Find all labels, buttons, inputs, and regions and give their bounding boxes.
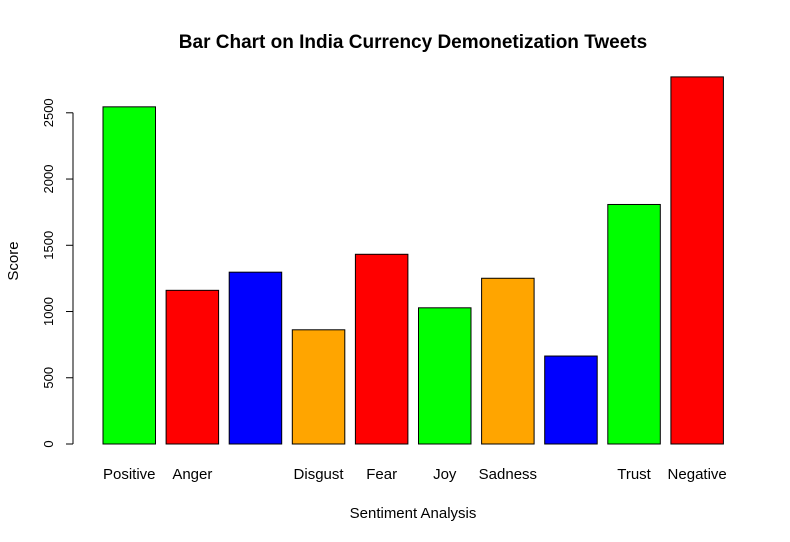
y-tick-label: 1500 bbox=[41, 231, 56, 260]
x-tick-label: Negative bbox=[668, 466, 727, 483]
bar-joy bbox=[418, 307, 472, 445]
chart-title: Bar Chart on India Currency Demonetizati… bbox=[179, 32, 647, 53]
bars bbox=[102, 76, 724, 445]
x-axis-labels: Positive Anger Disgust Fear Joy Sadness Trust N… bbox=[103, 466, 727, 483]
y-tick-label: 2500 bbox=[41, 98, 56, 127]
y-axis-title: Score bbox=[5, 241, 22, 280]
bar-disgust bbox=[291, 329, 346, 445]
y-tick-label: 2000 bbox=[41, 165, 56, 194]
y-axis: 0 500 1000 1500 2000 2500 bbox=[41, 98, 74, 448]
y-tick-label: 1000 bbox=[41, 297, 56, 326]
x-tick-label: Anger bbox=[172, 466, 212, 483]
x-tick-label: Sadness bbox=[479, 466, 537, 483]
bar-fear bbox=[354, 253, 409, 445]
bar-anger bbox=[165, 289, 220, 445]
bar-negative bbox=[670, 76, 724, 445]
x-tick-label: Fear bbox=[366, 466, 397, 483]
y-tick-label: 0 bbox=[41, 440, 56, 447]
bar-unlabeled-7 bbox=[544, 355, 598, 445]
x-tick-label: Joy bbox=[433, 466, 457, 483]
y-tick-label: 500 bbox=[41, 367, 56, 389]
x-tick-label: Trust bbox=[617, 466, 651, 483]
bar-trust bbox=[607, 203, 661, 445]
x-tick-label: Positive bbox=[103, 466, 156, 483]
bar-sadness bbox=[481, 277, 535, 445]
x-tick-label: Disgust bbox=[294, 466, 345, 483]
bar-unlabeled-2 bbox=[228, 271, 283, 445]
x-axis-title: Sentiment Analysis bbox=[350, 505, 477, 522]
bar-positive bbox=[102, 106, 156, 445]
